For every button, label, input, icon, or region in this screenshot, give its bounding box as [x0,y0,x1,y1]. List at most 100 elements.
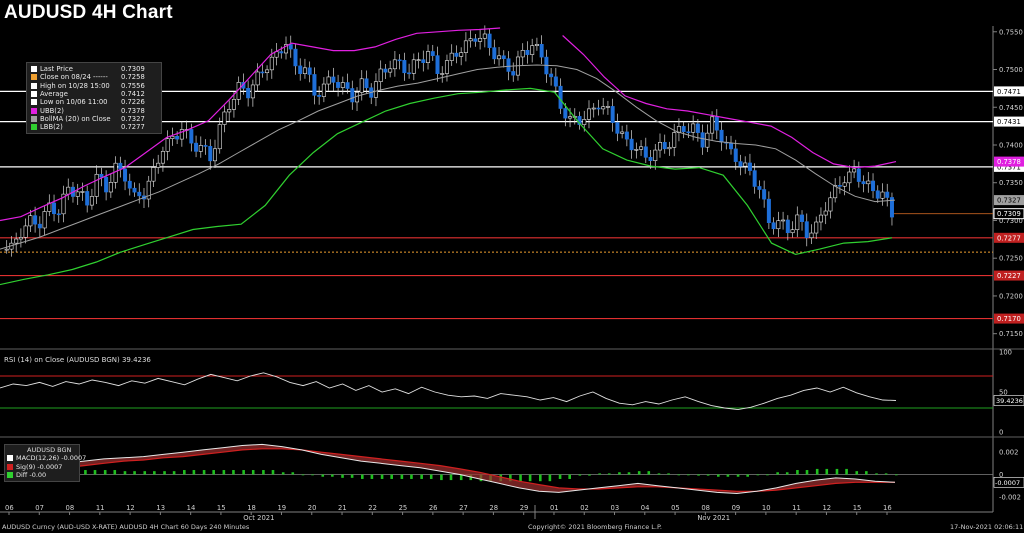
x-tick-label: 05 [671,504,680,512]
candle-body [804,221,809,239]
candle-body [407,72,412,75]
y-tick-label: 0.7550 [999,28,1023,36]
macd-histogram-bar [726,474,730,477]
macd-histogram-bar [746,474,749,477]
candle-body [610,106,615,123]
macd-histogram-bar [815,468,819,475]
candle-body [757,186,762,190]
x-tick-label: 01 [550,504,559,512]
candle-body [255,71,260,86]
candle-body [525,50,530,55]
candle-body [85,191,90,206]
candle-body [269,56,274,71]
candle-body [28,215,33,227]
candle-body [56,213,61,216]
macd-histogram-bar [370,474,374,479]
candle-body [487,33,492,48]
macd-histogram-bar [548,474,552,482]
candle-body [151,167,156,182]
x-tick-label: 08 [701,504,710,512]
x-tick-label: 26 [429,504,438,512]
legend-label: Diff -0.00 [16,471,47,479]
candle-body [321,83,326,97]
macd-histogram-bar [796,470,799,475]
x-tick-label: 15 [217,504,226,512]
macd-histogram-bar [825,468,829,475]
x-tick-label: 02 [580,504,589,512]
x-tick-label: 19 [277,504,286,512]
candle-body [729,142,734,150]
macd-histogram-bar [766,474,769,476]
candle-body [643,146,648,158]
legend-swatch [31,124,37,131]
legend-label: UBB(2) [40,106,64,115]
candle-body [212,148,217,162]
candle-body [160,151,165,164]
candle-body [497,55,502,60]
candle-body [444,60,449,74]
level-tag [994,270,1024,281]
level-tag [994,313,1024,324]
candle-body [203,145,208,147]
y-tick-label: 0.7350 [999,179,1023,187]
x-tick-label: 15 [853,504,862,512]
candle-body [108,182,113,193]
footer-right: 17-Nov-2021 02:06:11 [950,523,1024,531]
candle-body [392,59,397,70]
candle-body [852,168,857,173]
candle-body [94,173,99,197]
candle-body [89,196,94,206]
candle-body [217,124,222,150]
candle-body [52,202,57,215]
candle-body [37,223,42,229]
rsi-tick-label: 50 [999,389,1008,397]
candle-body [279,51,284,54]
x-tick-label: 21 [338,504,347,512]
macd-histogram-bar [528,474,532,482]
macd-tick-label: -0.002 [999,493,1021,501]
legend-row: Close on 08/24 ------ 0.7258 [31,73,145,81]
candle-body [534,44,539,46]
candle-body [634,149,639,151]
y-tick-label: 0.7250 [999,255,1023,263]
candle-body [511,71,516,76]
macd-tick-label: 0 [999,471,1003,479]
candle-body [563,108,568,119]
legend-value: 0.7378 [121,106,145,115]
legend-row: High on 10/28 15:00 0.7556 [31,82,145,90]
macd-histogram-bar [647,471,651,475]
y-tick-label: 0.7300 [999,217,1023,225]
candle-body [615,122,620,134]
candle-body [416,59,421,61]
candle-body [66,186,71,195]
macd-tick-label: 0.002 [999,449,1018,457]
candle-body [99,173,104,178]
candle-body [520,50,525,58]
candle-body [373,81,378,98]
candle-body [312,74,317,96]
candle-body [809,232,814,239]
candle-body [582,119,587,125]
macd-histogram-bar [212,470,215,475]
macd-histogram-bar [855,471,859,475]
x-tick-label: 12 [822,504,831,512]
legend-row: Last Price 0.7309 [31,65,145,73]
candle-body [662,142,667,150]
macd-histogram-bar [350,474,354,478]
bollinger-moving-average [0,64,896,250]
x-tick-label: 06 [5,504,14,512]
candle-body [388,68,393,73]
candle-body [194,142,199,152]
level-tag [994,86,1024,97]
candle-body [208,146,213,162]
candle-body [260,71,265,74]
footer-center: Copyright© 2021 Bloomberg Finance L.P. [528,523,662,531]
macd-histogram-bar [785,472,789,475]
legend-swatch [7,455,13,461]
rsi-tick-label: 100 [999,349,1012,357]
candle-body [828,197,833,212]
candle-body [23,225,28,238]
x-tick-label: 12 [126,504,135,512]
candle-body [222,111,227,125]
macd-histogram-bar [539,474,542,482]
